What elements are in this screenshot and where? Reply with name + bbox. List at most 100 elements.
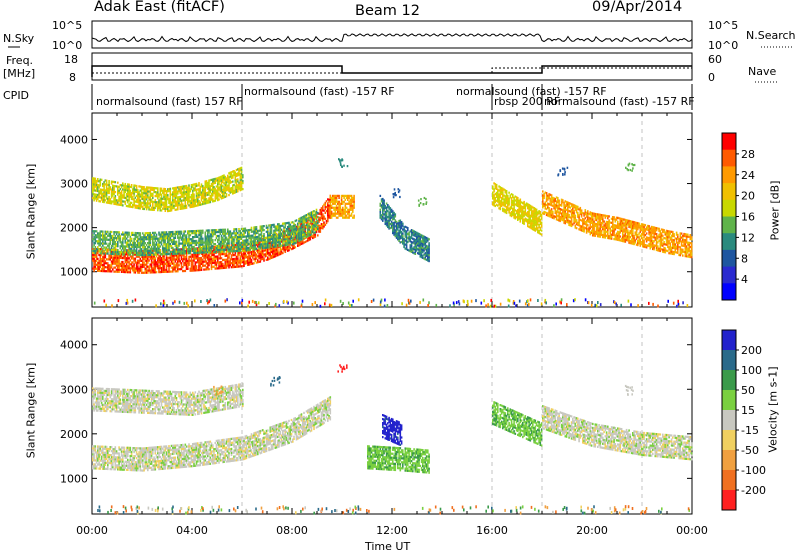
echo-cell (393, 225, 395, 228)
echo-cell (95, 267, 98, 270)
echo-cell (333, 214, 335, 217)
echo-cell (183, 250, 185, 253)
echo-cell (293, 246, 295, 249)
echo-cell (180, 193, 183, 196)
echo-cell (184, 252, 187, 255)
echo-cell (147, 196, 149, 199)
echo-cell (309, 233, 312, 236)
echo-cell (135, 269, 138, 272)
echo-cell (172, 197, 174, 200)
echo-cell (402, 234, 404, 237)
echo-cell (135, 245, 138, 249)
echo-cell (209, 241, 212, 244)
echo-cell (204, 256, 207, 259)
echo-cell (97, 197, 99, 201)
echo-cell (108, 189, 110, 193)
echo-cell (214, 233, 217, 236)
echo-cell (269, 224, 272, 227)
echo-cell (174, 264, 177, 267)
echo-cell (244, 245, 247, 248)
echo-cell (244, 231, 247, 234)
echo-cell (178, 188, 180, 191)
echo-cell (173, 232, 175, 236)
echo-cell (248, 253, 250, 256)
echo-cell (392, 226, 394, 229)
echo-cell (165, 192, 168, 195)
echo-cell (188, 204, 190, 207)
echo-cell (228, 186, 230, 189)
echo-cell (243, 229, 245, 232)
echo-cell (332, 214, 334, 217)
echo-cell (205, 198, 208, 201)
echo-cell (172, 252, 174, 255)
echo-cell (157, 203, 159, 206)
echo-cell (274, 251, 277, 254)
echo-cell (123, 253, 125, 256)
echo-cell (164, 207, 167, 210)
echo-cell (199, 187, 202, 190)
echo-cell (268, 234, 270, 237)
echo-cell (280, 224, 283, 227)
echo-cell (212, 229, 214, 232)
echo-cell (219, 250, 222, 253)
echo-cell (350, 208, 353, 211)
echo-cell (94, 253, 97, 256)
echo-cell (248, 231, 250, 234)
echo-cell (179, 189, 182, 193)
y-tick-label: 2000 (60, 222, 88, 235)
echo-cell (290, 221, 293, 224)
echo-cell (123, 247, 125, 250)
echo-cell (139, 199, 142, 202)
echo-cell (230, 236, 233, 239)
echo-cell (205, 239, 208, 242)
echo-cell (280, 252, 283, 255)
echo-cell (204, 200, 207, 203)
echo-cell (217, 255, 219, 258)
echo-cell (157, 191, 159, 194)
echo-cell (93, 185, 95, 188)
echo-cell (255, 255, 258, 258)
echo-cell (143, 265, 145, 268)
echo-cell (215, 255, 218, 258)
echo-cell (115, 185, 118, 188)
echo-cell (394, 235, 397, 238)
echo-cell (384, 206, 387, 210)
echo-cell (202, 252, 204, 255)
echo-cell (275, 233, 278, 236)
echo-cell (220, 228, 223, 231)
echo-cell (128, 265, 130, 268)
echo-cell (152, 194, 154, 197)
echo-cell (212, 265, 214, 268)
echo-cell (99, 200, 102, 203)
echo-cell (179, 248, 182, 251)
echo-cell (204, 235, 207, 238)
echo-cell (137, 265, 139, 268)
echo-cell (114, 244, 117, 248)
echo-cell (395, 220, 398, 223)
echo-cell (252, 236, 254, 239)
echo-cell (219, 248, 222, 251)
echo-cell (194, 269, 197, 272)
echo-cell (215, 251, 218, 254)
echo-cell (239, 237, 242, 241)
echo-cell (144, 252, 147, 255)
echo-cell (214, 191, 217, 194)
echo-cell (212, 180, 214, 183)
echo-cell (295, 241, 298, 244)
echo-cell (247, 233, 249, 236)
echo-cell (185, 196, 188, 199)
echo-cell (245, 229, 248, 232)
echo-cell (258, 248, 260, 252)
echo-cell (125, 195, 128, 198)
echo-cell (327, 212, 329, 215)
echo-cell (380, 214, 383, 217)
echo-cell (249, 236, 252, 239)
echo-cell (277, 241, 279, 244)
echo-cell (207, 251, 209, 254)
echo-cell (107, 264, 109, 267)
echo-cell (192, 185, 194, 188)
echo-cell (352, 216, 354, 219)
echo-cell (279, 249, 282, 252)
echo-cell (125, 199, 128, 202)
echo-cell (117, 243, 119, 246)
